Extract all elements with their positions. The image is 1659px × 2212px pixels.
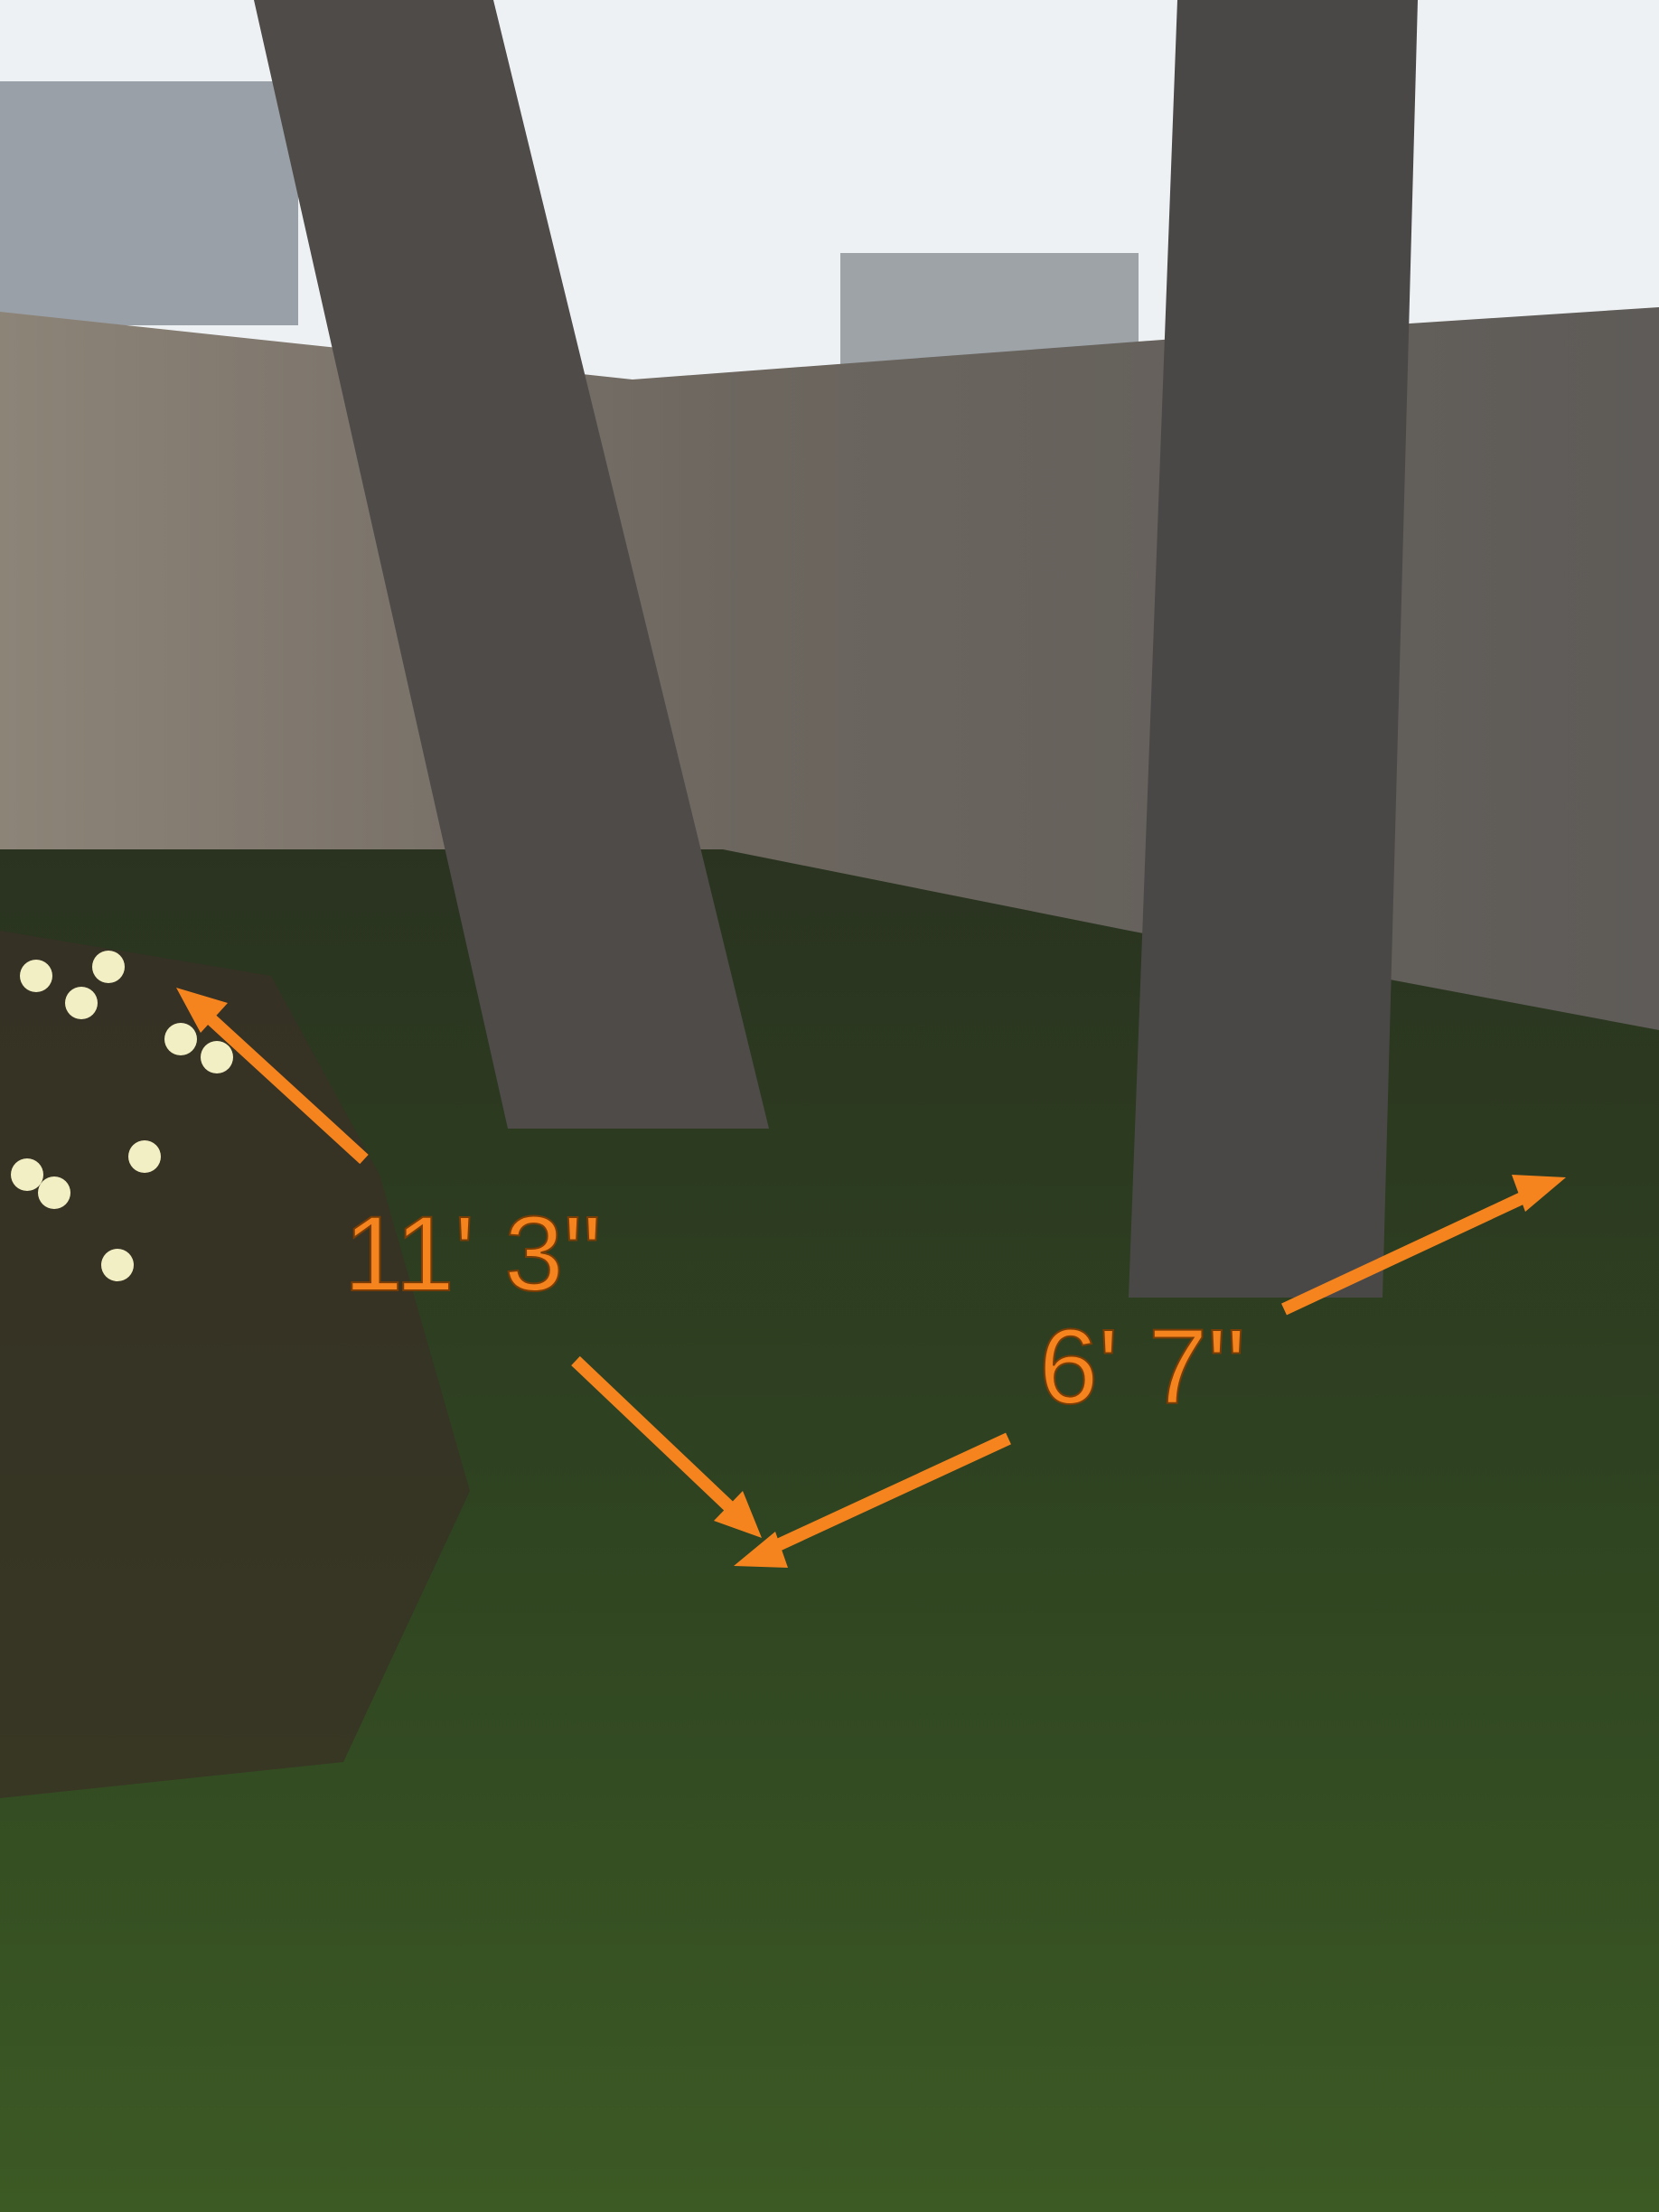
measurement-label: 11' 3"	[343, 1195, 601, 1314]
arrow-head	[714, 1491, 762, 1538]
tree-left	[254, 0, 769, 1129]
arrow	[571, 1355, 741, 1519]
arrow	[199, 1007, 369, 1165]
tree-right	[1129, 0, 1418, 1298]
arrows	[176, 988, 1566, 1568]
arrow-head	[1512, 1175, 1566, 1212]
arrow	[1281, 1187, 1534, 1316]
measurement-label: 6' 7"	[1039, 1308, 1245, 1427]
arrow-head	[176, 988, 228, 1033]
house-left	[0, 81, 298, 325]
arrow-head	[734, 1532, 788, 1568]
arrow	[765, 1432, 1011, 1556]
daffodils	[11, 951, 233, 1281]
